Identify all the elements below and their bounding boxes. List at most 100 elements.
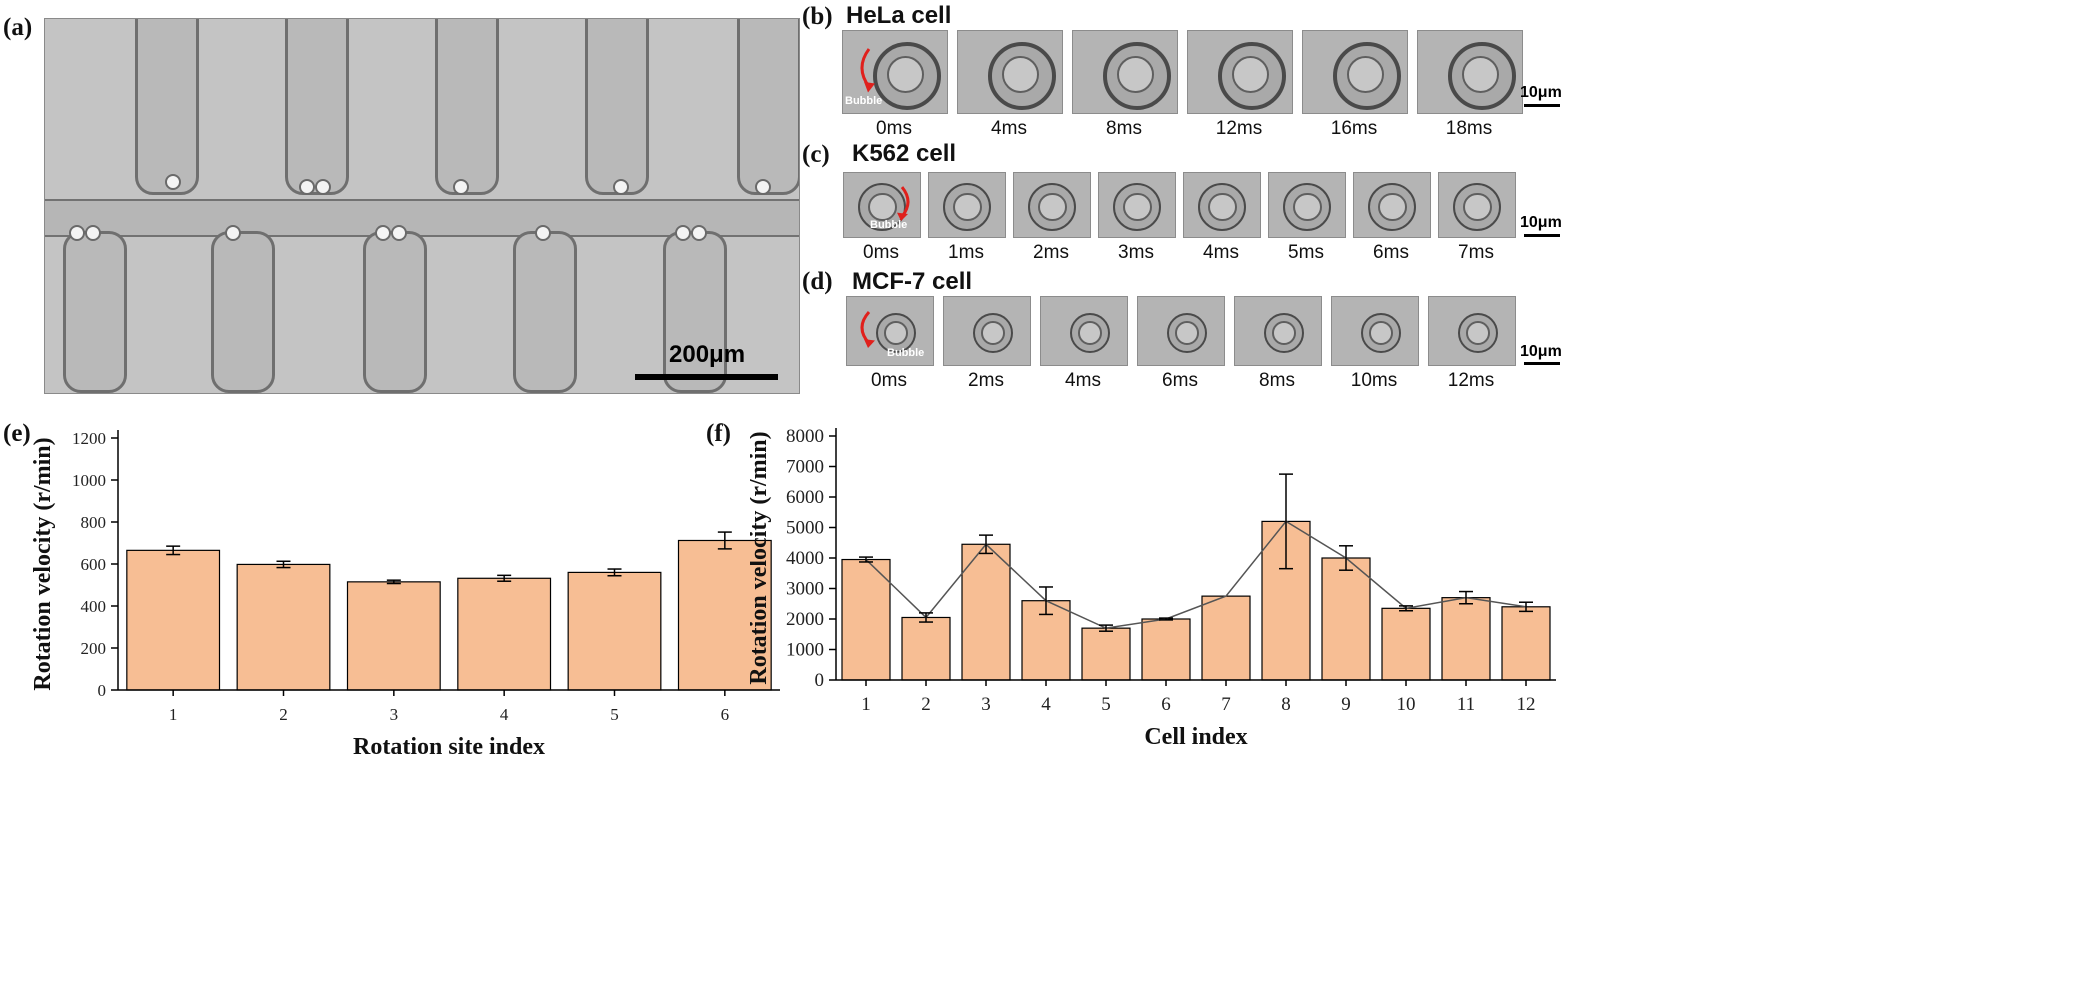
x-tick-label: 1 bbox=[169, 705, 178, 724]
time-label: 5ms bbox=[1288, 242, 1324, 263]
chart-e: 0 200 400 600 800 1000 1200 1 2 3 4 5 6 Rotation site… bbox=[30, 429, 780, 760]
trapped-cell bbox=[69, 225, 85, 241]
bar bbox=[1501, 606, 1551, 681]
bar bbox=[1381, 607, 1431, 681]
chamber bbox=[737, 19, 799, 195]
trapped-cell bbox=[613, 179, 629, 195]
trapped-cell bbox=[535, 225, 551, 241]
x-tick-label: 7 bbox=[1221, 694, 1231, 715]
cell-nucleus bbox=[868, 192, 897, 222]
scalebar-label: 200μm bbox=[669, 341, 746, 368]
cell-outline bbox=[1333, 42, 1402, 110]
time-label: 18ms bbox=[1445, 118, 1493, 139]
time-label: 0ms bbox=[876, 118, 912, 139]
panel-c-label: (c) bbox=[802, 141, 830, 168]
x-tick-label: 2 bbox=[279, 705, 288, 724]
trapped-cell bbox=[165, 174, 181, 190]
y-tick-label: 1200 bbox=[72, 429, 106, 448]
x-tick-label: 4 bbox=[500, 705, 509, 724]
bar bbox=[457, 577, 552, 691]
error-bar bbox=[1399, 605, 1413, 612]
chamber bbox=[585, 19, 649, 195]
panel-c-title: K562 cell bbox=[852, 140, 957, 167]
bar bbox=[567, 571, 662, 691]
x-tick-label: 2 bbox=[921, 694, 931, 715]
error-bar bbox=[919, 612, 933, 623]
panel-e-label: (e) bbox=[3, 420, 31, 447]
trapped-cell bbox=[375, 225, 391, 241]
trapped-cell bbox=[225, 225, 241, 241]
y-axis-label: Rotation velocity (r/min) bbox=[750, 431, 772, 684]
time-label: 2ms bbox=[1033, 242, 1069, 263]
cell-nucleus bbox=[1378, 192, 1407, 222]
error-bar bbox=[1519, 601, 1533, 613]
cell-nucleus bbox=[1123, 192, 1152, 222]
error-bar bbox=[1459, 590, 1473, 605]
chamber bbox=[363, 231, 427, 393]
trapped-cell bbox=[675, 225, 691, 241]
cell-nucleus bbox=[1461, 55, 1499, 93]
cell-outline bbox=[876, 313, 917, 353]
y-tick-label: 4000 bbox=[786, 548, 824, 569]
x-tick-label: 11 bbox=[1457, 694, 1475, 715]
panel-b-label: (b) bbox=[802, 3, 833, 30]
chamber bbox=[285, 19, 349, 195]
chamber bbox=[435, 19, 499, 195]
cell-nucleus bbox=[1293, 192, 1322, 222]
cell-outline bbox=[1453, 183, 1502, 231]
cell-frame bbox=[1438, 172, 1516, 238]
cell-nucleus bbox=[1175, 321, 1200, 345]
y-tick-label: 5000 bbox=[786, 518, 824, 539]
cell-frame bbox=[1013, 172, 1091, 238]
cell-frame: Bubble bbox=[846, 296, 934, 366]
cell-frame bbox=[1268, 172, 1346, 238]
x-axis-label: Rotation site index bbox=[353, 734, 545, 760]
error-bar bbox=[1099, 624, 1113, 632]
time-label: 6ms bbox=[1162, 370, 1198, 391]
panel-d-title: MCF-7 cell bbox=[852, 268, 973, 295]
time-label: 4ms bbox=[1203, 242, 1239, 263]
x-tick-label: 9 bbox=[1341, 694, 1351, 715]
rotation-arrow-icon bbox=[897, 186, 910, 221]
cell-frame bbox=[1428, 296, 1516, 366]
panel-d-scalebar bbox=[1524, 362, 1560, 365]
bar bbox=[1441, 597, 1491, 681]
cell-nucleus bbox=[1078, 321, 1103, 345]
trapped-cell bbox=[299, 179, 315, 195]
y-tick-label: 800 bbox=[81, 513, 107, 532]
error-bar bbox=[1039, 586, 1053, 616]
error-bar bbox=[1339, 545, 1353, 571]
y-tick-label: 3000 bbox=[786, 579, 824, 600]
chamber bbox=[135, 19, 199, 195]
x-tick-label: 6 bbox=[1161, 694, 1171, 715]
time-label: 0ms bbox=[871, 370, 907, 391]
x-tick-label: 3 bbox=[981, 694, 991, 715]
error-bar bbox=[497, 574, 512, 582]
bar bbox=[1081, 627, 1131, 681]
panel-c-scalebar bbox=[1524, 234, 1560, 237]
panel-b-scalebar-label: 10μm bbox=[1520, 84, 1562, 101]
trapped-cell bbox=[85, 225, 101, 241]
trapped-cell bbox=[391, 225, 407, 241]
cell-frame bbox=[1331, 296, 1419, 366]
x-tick-label: 12 bbox=[1517, 694, 1536, 715]
time-label: 7ms bbox=[1458, 242, 1494, 263]
trapped-cell bbox=[453, 179, 469, 195]
trapped-cell bbox=[691, 225, 707, 241]
y-tick-label: 0 bbox=[98, 681, 107, 700]
bubble-label: Bubble bbox=[870, 219, 908, 231]
error-bar bbox=[859, 556, 873, 563]
x-tick-label: 8 bbox=[1281, 694, 1291, 715]
time-label: 1ms bbox=[948, 242, 984, 263]
chamber bbox=[211, 231, 275, 393]
time-label: 8ms bbox=[1106, 118, 1142, 139]
cell-frame bbox=[1302, 30, 1408, 114]
y-tick-label: 400 bbox=[81, 597, 107, 616]
cell-frame bbox=[1098, 172, 1176, 238]
time-label: 12ms bbox=[1447, 370, 1495, 391]
y-tick-label: 8000 bbox=[786, 426, 824, 447]
cell-frame bbox=[1137, 296, 1225, 366]
time-label: 16ms bbox=[1330, 118, 1378, 139]
trapped-cell bbox=[315, 179, 331, 195]
